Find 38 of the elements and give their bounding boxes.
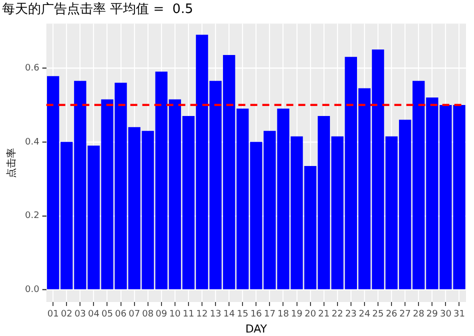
x-tick-label: 30 [440, 310, 452, 320]
x-tick-label: 13 [210, 310, 222, 320]
x-tick-label: 16 [250, 310, 262, 320]
x-axis-title: DAY [245, 322, 268, 336]
x-tick-label: 27 [399, 310, 411, 320]
x-tick-label: 24 [358, 310, 370, 320]
chart-title: 每天的广告点击率 平均值 = 0.5 [2, 1, 194, 18]
x-tick-label: 08 [142, 310, 154, 320]
x-tick-label: 04 [88, 310, 100, 320]
x-tick-label: 06 [115, 310, 127, 320]
x-tick-label: 01 [47, 310, 59, 320]
y-tick-label: 0.2 [24, 211, 40, 222]
x-tick-label: 20 [304, 310, 316, 320]
x-tick-label: 26 [386, 310, 398, 320]
x-tick-label: 21 [318, 310, 330, 320]
x-tick-label: 02 [60, 310, 72, 320]
x-tick-label: 07 [128, 310, 140, 320]
y-tick-label: 0.0 [24, 285, 40, 296]
x-tick-label: 31 [454, 310, 465, 320]
x-tick-label: 05 [102, 310, 113, 320]
x-tick-label: 19 [291, 310, 303, 320]
x-tick-label: 09 [156, 310, 168, 320]
x-tick-label: 23 [345, 310, 357, 320]
x-tick-label: 17 [264, 310, 276, 320]
x-tick-label: 14 [223, 310, 236, 320]
y-axis-title: 点击率 [6, 148, 18, 178]
x-tick-label: 03 [74, 310, 86, 320]
x-tick-label: 15 [236, 310, 248, 320]
x-tick-label: 28 [412, 310, 425, 320]
x-tick-label: 25 [372, 310, 384, 320]
y-tick-label: 0.6 [24, 63, 40, 74]
y-tick-label: 0.4 [24, 137, 40, 148]
x-tick-label: 10 [169, 310, 181, 320]
x-tick-label: 12 [196, 310, 208, 320]
x-tick-label: 29 [426, 310, 438, 320]
x-tick-label: 18 [278, 310, 290, 320]
x-tick-label: 11 [182, 310, 194, 320]
x-tick-label: 22 [332, 310, 344, 320]
